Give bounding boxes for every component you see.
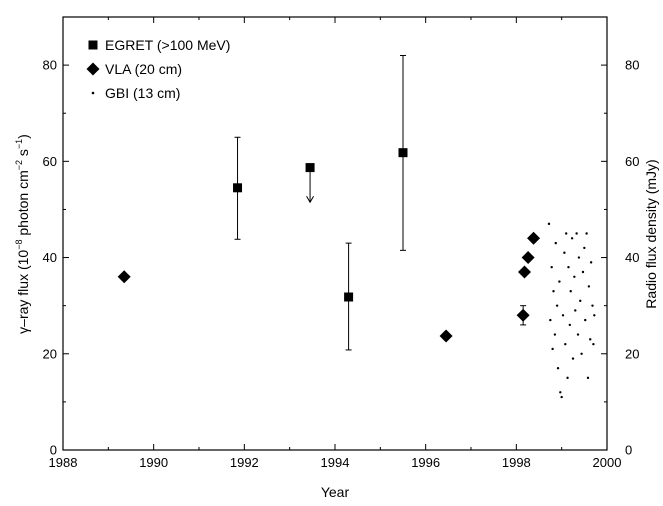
y-label-exp2: −2 (14, 160, 24, 170)
gbi-point (560, 395, 563, 399)
y-tick-label-right: 20 (625, 346, 639, 361)
legend-diamond-icon (86, 62, 100, 76)
gbi-point (571, 357, 575, 360)
gbi-point (581, 270, 585, 274)
y-label-exp1: −8 (14, 240, 24, 250)
y-tick-label-left: 0 (50, 443, 57, 458)
egret-point (344, 292, 354, 302)
y-label-mid: photon cm (15, 170, 31, 239)
y-tick-label-left: 40 (43, 250, 57, 265)
gbi-point (592, 342, 595, 346)
x-tick-label: 1988 (49, 455, 78, 470)
y-label-sp: s (15, 149, 31, 160)
legend-square-icon (88, 40, 98, 50)
axis-ticks (62, 17, 608, 451)
plot-frame (62, 16, 608, 451)
gbi-point (565, 232, 568, 235)
y-tick-label-left: 80 (43, 58, 57, 73)
gbi-point (583, 246, 586, 250)
x-tick-label: 1994 (321, 455, 350, 470)
gbi-point (552, 290, 555, 293)
gbi-point (593, 314, 596, 317)
gbi-point (566, 376, 569, 380)
gbi-point (574, 309, 577, 312)
y-tick-label-right: 60 (625, 154, 639, 169)
x-tick-label: 1990 (139, 455, 168, 470)
y-tick-label-right: 40 (625, 250, 639, 265)
x-axis-label: Year (321, 484, 350, 500)
y-label-prefix: γ–ray flux (10 (15, 250, 31, 334)
data-marks (117, 54, 596, 399)
legend-label: GBI (13 cm) (105, 85, 180, 101)
axis-tick-labels: 1988 1990 1992 1994 1996 1998 2000020406080020… (43, 58, 640, 470)
gbi-point (549, 318, 552, 322)
y-label-suffix: ) (15, 134, 31, 139)
y-tick-label-left: 20 (43, 346, 57, 361)
gbi-point (550, 265, 553, 269)
gbi-point (585, 232, 588, 235)
gbi-point (556, 367, 560, 370)
vla-point (439, 329, 453, 343)
vla-point (117, 270, 131, 284)
y-tick-label-left: 60 (43, 154, 57, 169)
x-tick-label: 1996 (411, 455, 440, 470)
y-tick-label-right: 80 (625, 58, 639, 73)
gbi-point (559, 391, 562, 394)
gbi-point (551, 347, 554, 351)
gbi-point (563, 251, 566, 254)
gbi-point (589, 338, 592, 341)
vla-point (517, 265, 531, 279)
y-axis-label-right: Radio flux density (mJy) (643, 159, 659, 308)
gbi-point (554, 241, 557, 245)
y-label-exp3: −1 (14, 139, 24, 149)
gbi-point (584, 318, 587, 322)
vla-point (527, 231, 541, 245)
legend: EGRET (>100 MeV) VLA (20 cm) GBI (13 cm) (86, 37, 230, 101)
gbi-point (591, 304, 594, 307)
gbi-point (561, 314, 565, 317)
x-tick-label: 2000 (593, 455, 622, 470)
x-tick-label: 1998 (502, 455, 531, 470)
gbi-point (553, 333, 557, 336)
upper-limit-arrowhead (306, 195, 314, 204)
y-axis-label-left: γ–ray flux (10−8 photon cm−2 s−1) (14, 134, 31, 334)
gbi-point (573, 275, 576, 278)
legend-label: EGRET (>100 MeV) (105, 37, 230, 53)
egret-point (233, 183, 243, 193)
gbi-point (587, 285, 591, 288)
gbi-point (568, 323, 572, 327)
vla-point (521, 251, 535, 265)
gbi-point (570, 237, 574, 240)
gbi-point (576, 333, 580, 336)
egret-point (305, 163, 315, 173)
legend-dot-icon (91, 91, 95, 95)
gbi-point (580, 352, 583, 355)
gbi-point (555, 304, 559, 307)
legend-label: VLA (20 cm) (105, 61, 182, 77)
vla-point (516, 308, 530, 322)
gbi-point (586, 376, 590, 380)
gbi-point (589, 261, 593, 264)
egret-point (398, 148, 408, 158)
gbi-point (575, 232, 578, 235)
gbi-point (577, 256, 581, 259)
gbi-point (558, 280, 561, 283)
gbi-point (579, 299, 582, 303)
gbi-point (569, 290, 572, 293)
gbi-point (564, 342, 567, 346)
x-tick-label: 1992 (230, 455, 259, 470)
gbi-point (567, 265, 570, 269)
gbi-point (547, 222, 551, 226)
y-tick-label-right: 0 (625, 443, 632, 458)
